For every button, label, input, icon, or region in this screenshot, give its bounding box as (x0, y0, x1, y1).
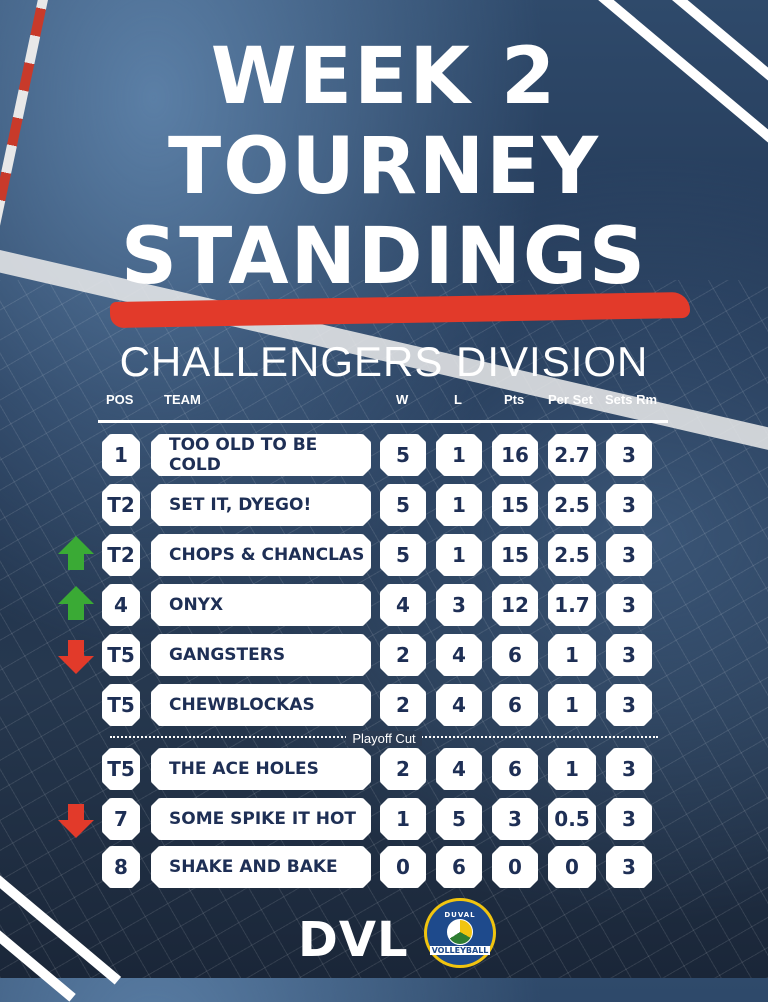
header-sets-rm: Sets Rm (605, 392, 658, 407)
standings-row: 7 SOME SPIKE IT HOT 1 5 3 0.5 3 (0, 798, 768, 840)
cell-pos: 8 (102, 846, 140, 888)
standings-row: 4 ONYX 4 3 12 1.7 3 (0, 584, 768, 626)
trend-up-arrow-icon (58, 536, 94, 570)
header-divider (98, 420, 668, 423)
logo-top-text: DUVAL (444, 911, 476, 919)
cell-per-set: 2.5 (548, 484, 596, 526)
cell-pos: T5 (102, 748, 140, 790)
cell-team: THE ACE HOLES (151, 748, 371, 790)
cell-pts: 6 (492, 634, 538, 676)
cell-w: 4 (380, 584, 426, 626)
cell-per-set: 1 (548, 634, 596, 676)
cell-pos: T5 (102, 684, 140, 726)
cell-pts: 6 (492, 684, 538, 726)
cell-team: CHOPS & CHANCLAS (151, 534, 371, 576)
cell-pos: T5 (102, 634, 140, 676)
cell-l: 6 (436, 846, 482, 888)
cell-sets-rm: 3 (606, 584, 652, 626)
cell-l: 4 (436, 748, 482, 790)
standings-row: T5 THE ACE HOLES 2 4 6 1 3 (0, 748, 768, 790)
cell-per-set: 1 (548, 748, 596, 790)
cell-w: 2 (380, 684, 426, 726)
cell-l: 1 (436, 434, 482, 476)
trend-up-arrow-icon (58, 586, 94, 620)
cell-sets-rm: 3 (606, 534, 652, 576)
cell-l: 4 (436, 684, 482, 726)
trend-down-arrow-icon (58, 640, 94, 674)
cell-w: 5 (380, 534, 426, 576)
cell-team: GANGSTERS (151, 634, 371, 676)
cell-l: 1 (436, 534, 482, 576)
trend-down-arrow-icon (58, 804, 94, 838)
header-pts: Pts (504, 392, 525, 407)
playoff-cut-label: Playoff Cut (346, 731, 422, 746)
cell-w: 0 (380, 846, 426, 888)
cell-pts: 3 (492, 798, 538, 840)
cell-w: 2 (380, 748, 426, 790)
brand-dvl: DVL (298, 912, 409, 968)
header-pos: POS (106, 392, 134, 407)
cell-team: CHEWBLOCKAS (151, 684, 371, 726)
standings-row: 1 TOO OLD TO BE COLD 5 1 16 2.7 3 (0, 434, 768, 476)
cell-team: ONYX (151, 584, 371, 626)
cell-pos: 1 (102, 434, 140, 476)
cell-w: 5 (380, 434, 426, 476)
header-per-set: Per Set (548, 392, 593, 407)
cell-pts: 12 (492, 584, 538, 626)
cell-pts: 0 (492, 846, 538, 888)
division-title: CHALLENGERS DIVISION (119, 338, 649, 385)
cell-sets-rm: 3 (606, 634, 652, 676)
title-line-3: STANDINGS (120, 212, 648, 302)
volleyball-icon (447, 919, 473, 945)
cell-per-set: 2.7 (548, 434, 596, 476)
cell-per-set: 0.5 (548, 798, 596, 840)
standings-row: T5 CHEWBLOCKAS 2 4 6 1 3 (0, 684, 768, 726)
cell-l: 4 (436, 634, 482, 676)
cell-pos: 4 (102, 584, 140, 626)
cell-pos: 7 (102, 798, 140, 840)
cell-w: 2 (380, 634, 426, 676)
cell-team: SHAKE AND BAKE (151, 846, 371, 888)
cell-pos: T2 (102, 484, 140, 526)
cell-sets-rm: 3 (606, 684, 652, 726)
header-w: W (396, 392, 409, 407)
cell-per-set: 1.7 (548, 584, 596, 626)
logo-main-text: VOLLEYBALL (429, 946, 491, 955)
standings-row: T2 CHOPS & CHANCLAS 5 1 15 2.5 3 (0, 534, 768, 576)
title-line-2: TOURNEY (168, 122, 600, 212)
header-team: TEAM (164, 392, 201, 407)
cell-team: SET IT, DYEGO! (151, 484, 371, 526)
cell-pts: 15 (492, 484, 538, 526)
header-l: L (454, 392, 462, 407)
cell-per-set: 0 (548, 846, 596, 888)
cell-pts: 16 (492, 434, 538, 476)
cell-sets-rm: 3 (606, 484, 652, 526)
playoff-cut: Playoff Cut (0, 728, 768, 747)
title-line-1: WEEK 2 (210, 32, 558, 122)
cell-sets-rm: 3 (606, 434, 652, 476)
cell-team: TOO OLD TO BE COLD (151, 434, 371, 476)
cell-pts: 15 (492, 534, 538, 576)
cell-w: 1 (380, 798, 426, 840)
cell-w: 5 (380, 484, 426, 526)
cell-pos: T2 (102, 534, 140, 576)
cell-l: 5 (436, 798, 482, 840)
standings-row: T2 SET IT, DYEGO! 5 1 15 2.5 3 (0, 484, 768, 526)
cell-l: 1 (436, 484, 482, 526)
cell-sets-rm: 3 (606, 846, 652, 888)
cell-l: 3 (436, 584, 482, 626)
cell-sets-rm: 3 (606, 748, 652, 790)
cell-sets-rm: 3 (606, 798, 652, 840)
standings-row: T5 GANGSTERS 2 4 6 1 3 (0, 634, 768, 676)
cell-team: SOME SPIKE IT HOT (151, 798, 371, 840)
standings-row: 8 SHAKE AND BAKE 0 6 0 0 3 (0, 846, 768, 888)
cell-per-set: 2.5 (548, 534, 596, 576)
duval-volleyball-logo: DUVAL VOLLEYBALL (424, 898, 496, 968)
cell-pts: 6 (492, 748, 538, 790)
cell-per-set: 1 (548, 684, 596, 726)
